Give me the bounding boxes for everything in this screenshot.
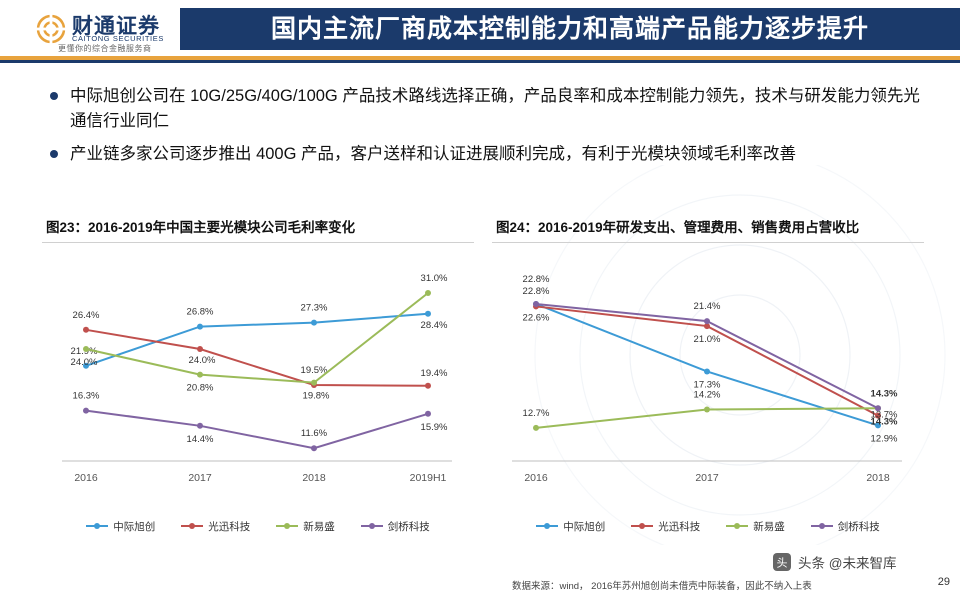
legend-item: 剑桥科技 [360, 519, 430, 534]
svg-text:22.6%: 22.6% [523, 312, 550, 323]
chart-plot-area: 2016 2017 2018 22.8% 17.3% 12.9% 22.6% 21.0% 13.… [492, 247, 924, 497]
svg-text:19.5%: 19.5% [301, 365, 328, 376]
watermark-toutiao: 头 头条 @未来智库 [772, 552, 896, 572]
svg-text:28.4%: 28.4% [421, 320, 448, 331]
chart-panel-23: 图23：2016-2019年中国主要光模块公司毛利率变化 2016 2017 201… [42, 216, 474, 546]
legend-label: 新易盛 [753, 520, 785, 533]
legend-item: 中际旭创 [536, 519, 605, 534]
chart-panel-24: 图24：2016-2019年研发支出、管理费用、销售费用占营收比 2016 201… [492, 216, 924, 546]
svg-text:2019H1: 2019H1 [410, 472, 447, 484]
logo-mark-icon [36, 14, 66, 44]
svg-text:2018: 2018 [302, 472, 326, 484]
svg-text:2016: 2016 [524, 472, 548, 484]
legend-swatch [276, 522, 299, 529]
svg-text:14.4%: 14.4% [187, 434, 214, 445]
svg-text:11.6%: 11.6% [301, 428, 328, 439]
chart-legend: 中际旭创 光迅科技 新易盛 剑桥科技 [42, 516, 474, 536]
legend-label: 新易盛 [303, 520, 335, 533]
bullet-dot-icon [50, 150, 58, 158]
svg-text:22.8%: 22.8% [523, 274, 550, 285]
svg-text:17.3%: 17.3% [694, 379, 721, 390]
legend-swatch [726, 522, 749, 529]
svg-text:14.2%: 14.2% [694, 389, 721, 400]
legend-label: 剑桥科技 [837, 520, 880, 533]
svg-text:2017: 2017 [695, 472, 719, 484]
watermark-text: 头条 @未来智库 [798, 556, 897, 571]
svg-text:13.7%: 13.7% [871, 410, 898, 421]
legend-label: 光迅科技 [658, 520, 701, 533]
company-logo: 财通证券 CAITONG SECURITIES 更懂你的综合金融服务商 [36, 10, 186, 53]
legend-swatch [536, 522, 559, 529]
legend-item: 新易盛 [726, 519, 785, 534]
chart-title: 图23：2016-2019年中国主要光模块公司毛利率变化 [46, 220, 356, 235]
legend-item: 新易盛 [276, 519, 335, 534]
logo-chinese-name: 财通证券 [72, 15, 160, 38]
legend-item: 光迅科技 [181, 519, 250, 534]
toutiao-icon: 头 [773, 553, 791, 571]
legend-item: 剑桥科技 [810, 519, 880, 534]
svg-text:15.9%: 15.9% [421, 422, 448, 433]
legend-item: 光迅科技 [631, 519, 700, 534]
slide-header: 财通证券 CAITONG SECURITIES 更懂你的综合金融服务商 国内主流… [0, 0, 960, 63]
legend-label: 剑桥科技 [387, 520, 430, 533]
svg-text:19.8%: 19.8% [303, 391, 330, 402]
svg-text:2017: 2017 [188, 472, 212, 484]
legend-swatch [181, 522, 204, 529]
chart-svg: 2016 2017 2018 22.8% 17.3% 12.9% 22.6% 21.0% 13.… [512, 274, 902, 484]
bullet-dot-icon [50, 92, 58, 100]
legend-swatch [810, 522, 833, 529]
svg-text:16.3%: 16.3% [73, 391, 100, 402]
svg-text:14.3%: 14.3% [871, 416, 898, 427]
svg-text:26.4%: 26.4% [73, 310, 100, 321]
legend-label: 光迅科技 [208, 520, 251, 533]
svg-text:2016: 2016 [74, 472, 98, 484]
svg-text:头: 头 [777, 557, 788, 570]
bullet-list: 中际旭创公司在 10G/25G/40G/100G 产品技术路线选择正确，产品良率… [48, 84, 928, 175]
page-number: 29 [937, 576, 950, 588]
legend-swatch [360, 522, 383, 529]
svg-text:24.0%: 24.0% [71, 357, 98, 368]
svg-text:12.9%: 12.9% [871, 433, 898, 444]
title-divider [492, 242, 924, 243]
bullet-text: 中际旭创公司在 10G/25G/40G/100G 产品技术路线选择正确，产品良率… [70, 87, 920, 130]
title-divider [42, 242, 474, 243]
svg-text:22.8%: 22.8% [523, 286, 550, 297]
svg-text:26.8%: 26.8% [187, 307, 214, 318]
list-item: 产业链多家公司逐步推出 400G 产品，客户送样和认证进展顺利完成，有利于光模块… [48, 142, 928, 167]
legend-label: 中际旭创 [563, 520, 606, 533]
bullet-text: 产业链多家公司逐步推出 400G 产品，客户送样和认证进展顺利完成，有利于光模块… [70, 145, 797, 163]
svg-text:19.4%: 19.4% [421, 368, 448, 379]
svg-text:21.0%: 21.0% [694, 334, 721, 345]
svg-text:14.3%: 14.3% [871, 388, 898, 399]
legend-item: 中际旭创 [86, 519, 155, 534]
legend-swatch [86, 522, 109, 529]
list-item: 中际旭创公司在 10G/25G/40G/100G 产品技术路线选择正确，产品良率… [48, 84, 928, 134]
svg-text:20.8%: 20.8% [187, 383, 214, 394]
chart-legend: 中际旭创 光迅科技 新易盛 剑桥科技 [492, 516, 924, 536]
chart-plot-area: 2016 2017 2018 2019H1 21.9% 26.8% 27.3% 28.4% 26… [42, 247, 474, 497]
logo-tagline: 更懂你的综合金融服务商 [58, 44, 152, 53]
header-title-bar: 国内主流厂商成本控制能力和高端产品能力逐步提升 [180, 8, 960, 50]
logo-english-name: CAITONG SECURITIES [72, 34, 164, 43]
page-title: 国内主流厂商成本控制能力和高端产品能力逐步提升 [270, 15, 869, 43]
chart-title: 图24：2016-2019年研发支出、管理费用、销售费用占营收比 [496, 220, 860, 235]
svg-text:24.0%: 24.0% [189, 355, 216, 366]
svg-text:12.7%: 12.7% [523, 408, 550, 419]
header-accent-rule [0, 56, 960, 60]
source-note: 数据来源：wind， 2016年苏州旭创尚未借壳中际装备，因此不纳入上表 [512, 581, 812, 592]
legend-label: 中际旭创 [113, 520, 156, 533]
header-accent-rule-2 [0, 60, 960, 63]
svg-text:21.4%: 21.4% [694, 301, 721, 312]
legend-swatch [631, 522, 654, 529]
svg-text:27.3%: 27.3% [301, 303, 328, 314]
svg-text:2018: 2018 [866, 472, 890, 484]
svg-text:31.0%: 31.0% [421, 273, 448, 284]
